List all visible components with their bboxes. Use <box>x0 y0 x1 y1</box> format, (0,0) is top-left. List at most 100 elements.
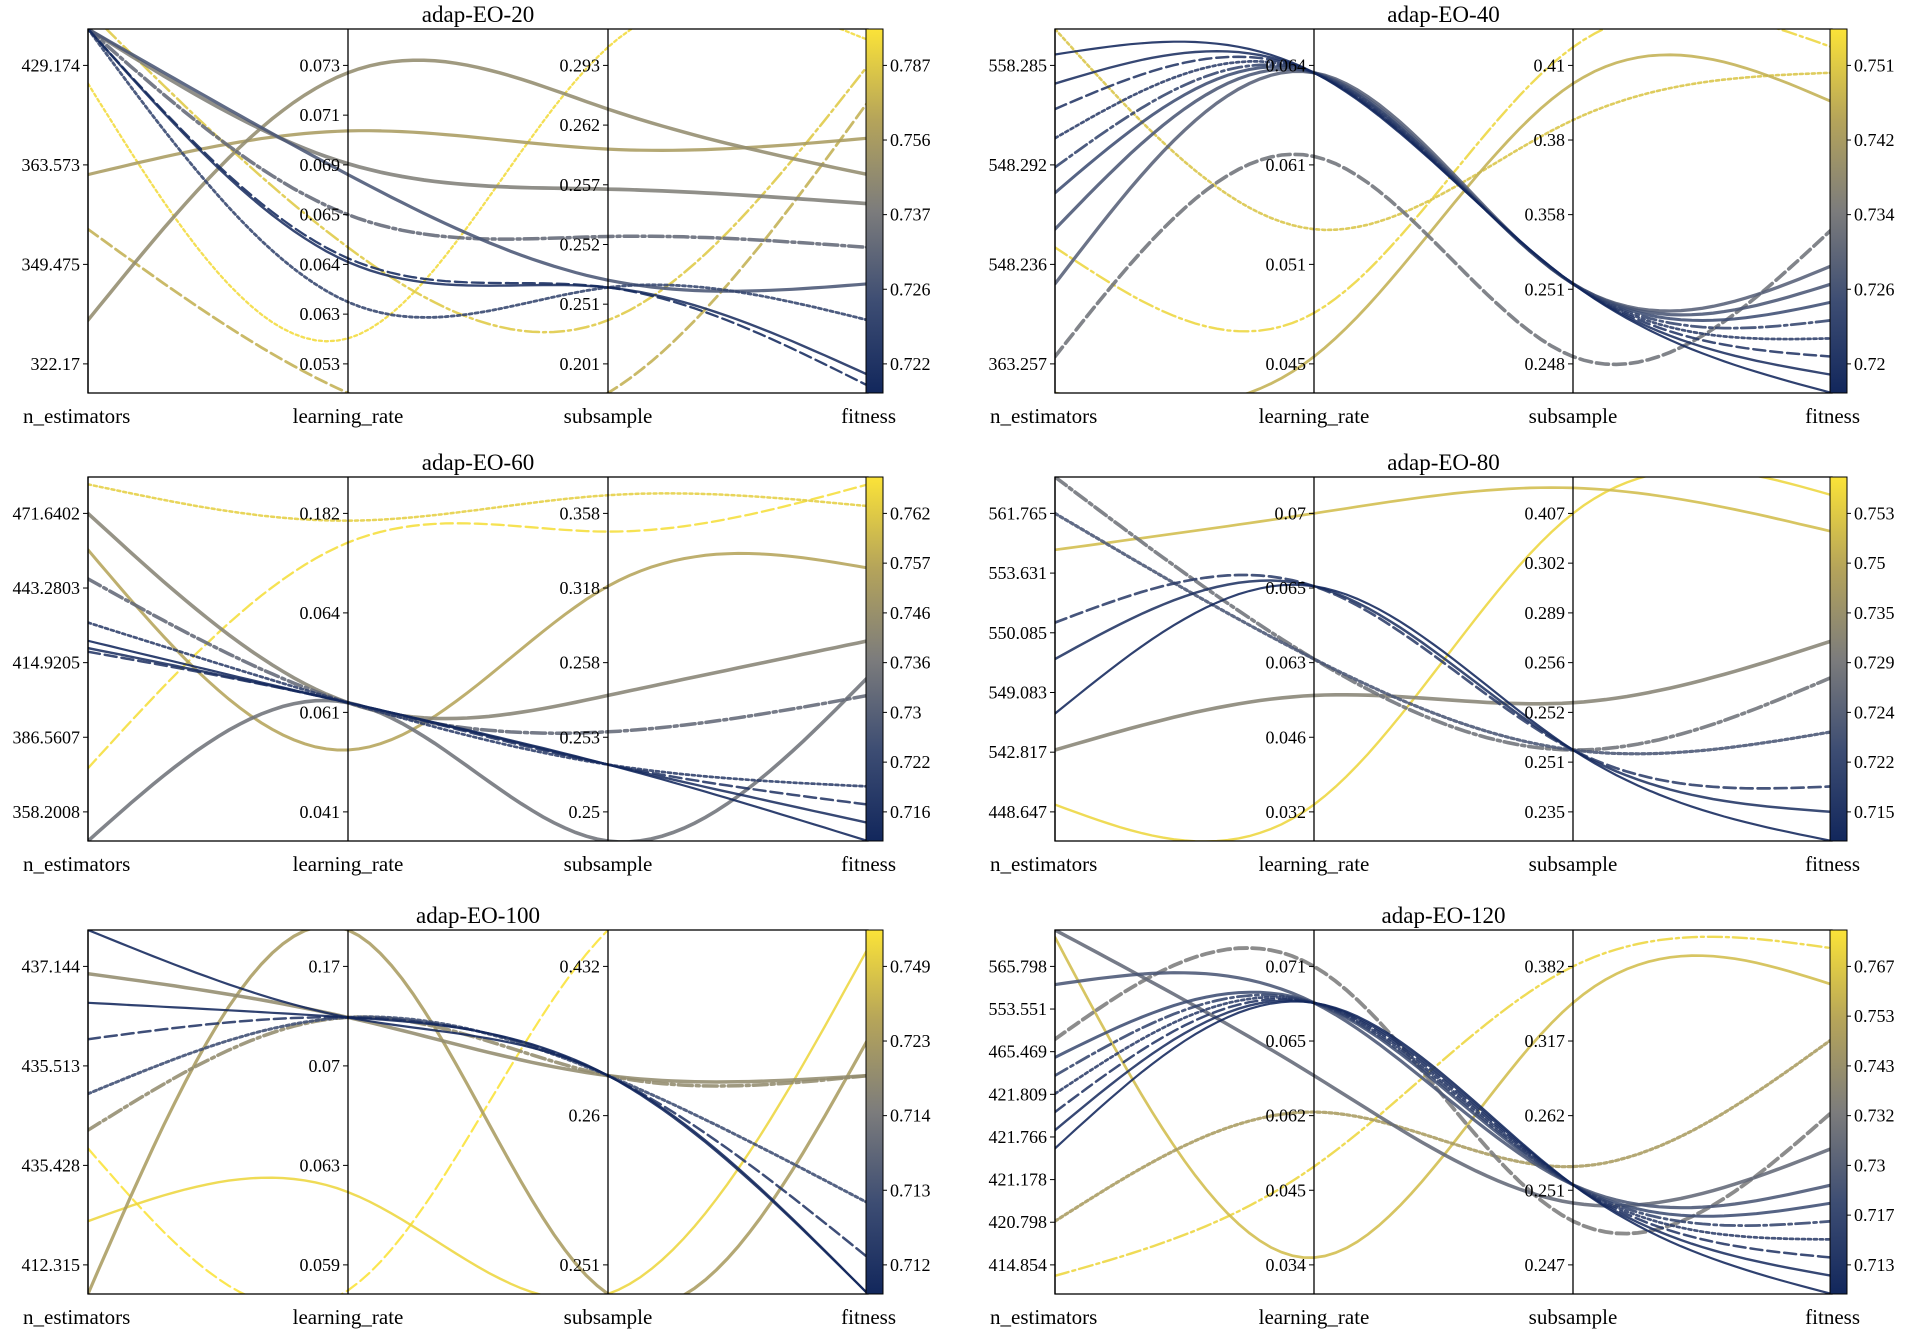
tick-label-axis-1: 414.9205 <box>13 653 81 673</box>
colorbar-tick-label: 0.751 <box>1854 55 1895 75</box>
plot-frame <box>1054 28 1833 394</box>
axis-name-1: n_estimators <box>23 404 130 428</box>
series-line-s1 <box>88 930 868 1294</box>
series-line-s3 <box>88 29 868 387</box>
series-line-s5 <box>1055 477 1832 752</box>
tick-label-axis-2: 0.034 <box>1266 1255 1307 1275</box>
tick-label-axis-3: 0.251 <box>1525 279 1566 299</box>
tick-label-axis-3: 0.302 <box>1525 553 1566 573</box>
tick-label-axis-1: 561.765 <box>989 503 1048 523</box>
tick-label-axis-3: 0.251 <box>560 294 601 314</box>
tick-label-axis-2: 0.041 <box>300 802 341 822</box>
axis-name-1: n_estimators <box>23 852 130 876</box>
tick-label-axis-2: 0.053 <box>300 354 341 374</box>
tick-label-axis-1: 421.766 <box>989 1127 1048 1147</box>
series-line-s2 <box>1055 579 1832 814</box>
series-line-s2 <box>88 29 868 376</box>
tick-label-axis-2: 0.07 <box>1275 503 1307 523</box>
tick-label-axis-1: 553.551 <box>989 999 1048 1019</box>
series-group <box>88 29 868 393</box>
colorbar-tick-label: 0.726 <box>890 279 931 299</box>
series-line-s4 <box>88 621 868 788</box>
tick-label-axis-3: 0.407 <box>1525 503 1566 523</box>
tick-label-axis-1: 429.174 <box>22 55 81 75</box>
colorbar-tick-label: 0.737 <box>890 205 931 225</box>
tick-label-axis-2: 0.071 <box>1266 956 1307 976</box>
chart-title: adap-EO-40 <box>1387 2 1499 27</box>
tick-label-axis-3: 0.358 <box>1525 205 1566 225</box>
tick-label-axis-2: 0.063 <box>1266 653 1307 673</box>
colorbar-tick-label: 0.767 <box>1854 956 1895 976</box>
series-line-s2 <box>88 1001 868 1294</box>
axis-name-4: fitness <box>841 404 896 428</box>
series-group <box>88 483 868 841</box>
tick-label-axis-1: 549.083 <box>989 682 1048 702</box>
tick-label-axis-3: 0.253 <box>560 727 601 747</box>
series-line-s10 <box>88 29 868 343</box>
series-line-s4 <box>1055 511 1832 756</box>
panel-6: adap-EO-120 565.798 553.551 465.469 421.809 4… <box>989 903 1895 1329</box>
tick-label-axis-3: 0.262 <box>1525 1106 1566 1126</box>
tick-label-axis-1: 553.631 <box>989 563 1048 583</box>
series-line-s5 <box>88 577 868 735</box>
tick-label-axis-2: 0.062 <box>1266 1106 1307 1126</box>
colorbar-tick-label: 0.72 <box>1854 354 1886 374</box>
colorbar-tick-label: 0.729 <box>1854 653 1895 673</box>
colorbar-tick-label: 0.722 <box>890 354 931 374</box>
colorbar <box>865 28 884 394</box>
tick-label-axis-2: 0.065 <box>300 205 341 225</box>
colorbar-tick-label: 0.713 <box>890 1180 931 1200</box>
tick-label-axis-3: 0.358 <box>560 503 601 523</box>
chart-title: adap-EO-20 <box>422 2 534 27</box>
series-line-s1 <box>1055 583 1832 841</box>
colorbar-tick-label: 0.714 <box>890 1106 931 1126</box>
axis-name-1: n_estimators <box>990 404 1097 428</box>
chart-title: adap-EO-60 <box>422 450 534 475</box>
panel-5: adap-EO-100 437.144 435.513 435.428 412.315 0… <box>22 903 931 1329</box>
series-line-s7 <box>88 675 868 841</box>
series-line-s1 <box>88 639 868 841</box>
chart-title: adap-EO-100 <box>416 903 540 928</box>
colorbar-tick-label: 0.726 <box>1854 279 1895 299</box>
tick-label-axis-3: 0.26 <box>569 1106 601 1126</box>
tick-label-axis-2: 0.046 <box>1266 727 1307 747</box>
tick-label-axis-1: 363.573 <box>22 155 81 175</box>
colorbar <box>865 929 884 1295</box>
tick-label-axis-1: 435.513 <box>22 1056 81 1076</box>
series-line-s9 <box>1055 152 1832 367</box>
tick-label-axis-1: 565.798 <box>989 956 1048 976</box>
axis-name-4: fitness <box>1805 1305 1860 1329</box>
tick-label-axis-2: 0.069 <box>300 155 341 175</box>
series-line-s1 <box>1055 40 1832 393</box>
axis-name-3: subsample <box>564 1305 653 1329</box>
series-line-s3 <box>88 1015 868 1259</box>
axis-name-3: subsample <box>1529 404 1618 428</box>
series-line-s10 <box>1055 1037 1832 1223</box>
series-line-s7 <box>88 930 868 1294</box>
axis-name-3: subsample <box>1529 852 1618 876</box>
axis-name-3: subsample <box>564 404 653 428</box>
panel-2: adap-EO-40 558.285 548.292 548.236 363.257 0.… <box>989 2 1895 428</box>
panel-3: adap-EO-60 471.6402 443.2803 414.9205 386.56… <box>13 450 931 876</box>
colorbar-tick-label: 0.762 <box>890 503 931 523</box>
axis-name-1: n_estimators <box>23 1305 130 1329</box>
series-line-s8 <box>1055 69 1832 313</box>
tick-label-axis-2: 0.045 <box>1266 354 1307 374</box>
colorbar-tick-label: 0.73 <box>1854 1155 1886 1175</box>
colorbar-tick-label: 0.757 <box>890 553 931 573</box>
tick-label-axis-1: 349.475 <box>22 254 81 274</box>
tick-label-axis-2: 0.063 <box>300 1155 341 1175</box>
colorbar-tick-label: 0.722 <box>890 752 931 772</box>
tick-label-axis-1: 443.2803 <box>13 578 81 598</box>
series-line-s9 <box>88 483 868 770</box>
tick-label-axis-3: 0.25 <box>569 802 601 822</box>
axis-name-3: subsample <box>1529 1305 1618 1329</box>
colorbar-tick-label: 0.715 <box>1854 802 1895 822</box>
series-line-s5 <box>88 1015 868 1132</box>
tick-label-axis-3: 0.247 <box>1525 1255 1566 1275</box>
tick-label-axis-3: 0.235 <box>1525 802 1566 822</box>
colorbar <box>865 476 884 842</box>
panel-4: adap-EO-80 561.765 553.631 550.085 549.083 54… <box>989 450 1895 876</box>
